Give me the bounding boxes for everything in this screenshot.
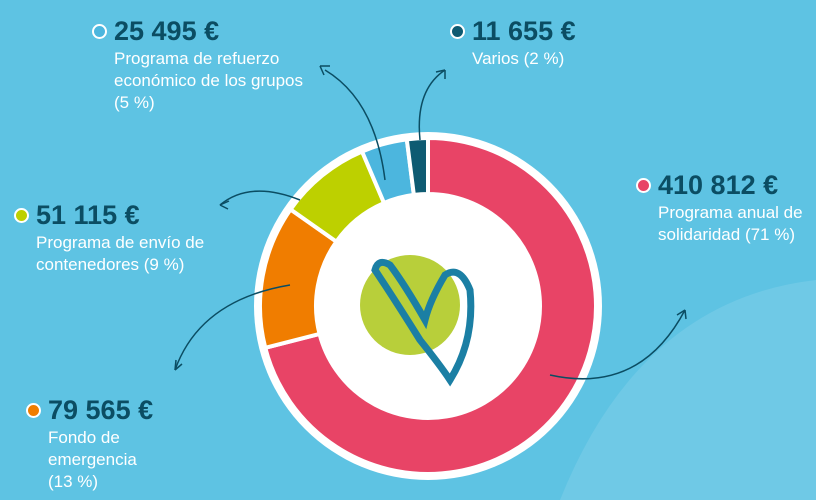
logo-hands bbox=[371, 258, 475, 387]
value-label: 410 812 € bbox=[636, 170, 816, 200]
label: 410 812 € Programa anual de solidaridad (… bbox=[636, 170, 816, 246]
label: 79 565 € Fondo de emergencia (13 %) bbox=[26, 395, 153, 493]
value-text: 51 115 € bbox=[36, 200, 140, 230]
value-text: 410 812 € bbox=[658, 170, 779, 200]
value-label: 25 495 € bbox=[92, 16, 322, 46]
background-shape bbox=[560, 280, 816, 500]
label: 25 495 € Programa de refuerzo económico d… bbox=[92, 16, 322, 114]
category-label: Programa anual de solidaridad (71 %) bbox=[658, 203, 803, 244]
value-label: 11 655 € bbox=[450, 16, 610, 46]
value-text: 11 655 € bbox=[472, 16, 576, 46]
category-label: Programa de envío de contenedores (9 %) bbox=[36, 233, 205, 274]
legend-marker bbox=[636, 178, 651, 193]
legend-marker bbox=[450, 24, 465, 39]
legend-marker bbox=[14, 208, 29, 223]
label: 11 655 € Varios (2 %) bbox=[450, 16, 610, 70]
legend-marker bbox=[26, 403, 41, 418]
legend-marker bbox=[92, 24, 107, 39]
category-label: Fondo de emergencia (13 %) bbox=[48, 428, 137, 491]
label: 51 115 € Programa de envío de contenedore… bbox=[14, 200, 234, 276]
value-label: 51 115 € bbox=[14, 200, 234, 230]
value-text: 79 565 € bbox=[48, 395, 154, 425]
category-label: Programa de refuerzo económico de los gr… bbox=[114, 49, 304, 112]
category-label: Varios (2 %) bbox=[472, 49, 565, 68]
slices bbox=[258, 135, 598, 476]
value-text: 25 495 € bbox=[114, 16, 220, 46]
value-label: 79 565 € bbox=[26, 395, 153, 425]
arrows bbox=[174, 65, 687, 380]
